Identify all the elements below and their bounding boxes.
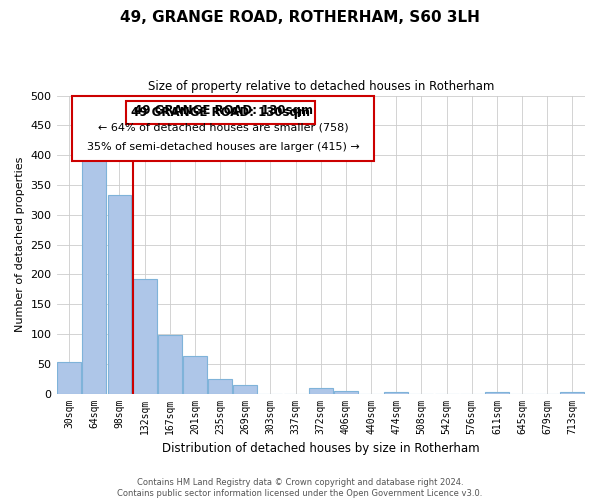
Bar: [82, 154, 106, 394]
Bar: [485, 392, 509, 394]
Bar: [183, 356, 207, 394]
Bar: [385, 392, 408, 394]
Y-axis label: Number of detached properties: Number of detached properties: [15, 157, 25, 332]
Bar: [309, 388, 333, 394]
Text: ← 64% of detached houses are smaller (758): ← 64% of detached houses are smaller (75…: [98, 122, 349, 132]
Text: 35% of semi-detached houses are larger (415) →: 35% of semi-detached houses are larger (…: [86, 142, 359, 152]
X-axis label: Distribution of detached houses by size in Rotherham: Distribution of detached houses by size …: [162, 442, 479, 455]
Bar: [208, 378, 232, 394]
Bar: [560, 392, 584, 394]
Title: Size of property relative to detached houses in Rotherham: Size of property relative to detached ho…: [148, 80, 494, 93]
Bar: [133, 278, 157, 394]
Text: 49 GRANGE ROAD: 130sqm: 49 GRANGE ROAD: 130sqm: [131, 106, 310, 119]
Bar: [57, 362, 81, 394]
Bar: [158, 334, 182, 394]
Bar: [107, 195, 131, 394]
Bar: [233, 385, 257, 394]
Bar: [334, 390, 358, 394]
Text: 49, GRANGE ROAD, ROTHERHAM, S60 3LH: 49, GRANGE ROAD, ROTHERHAM, S60 3LH: [120, 10, 480, 25]
FancyBboxPatch shape: [73, 96, 374, 161]
Text: 49 GRANGE ROAD: 130sqm: 49 GRANGE ROAD: 130sqm: [134, 104, 313, 118]
Text: Contains HM Land Registry data © Crown copyright and database right 2024.
Contai: Contains HM Land Registry data © Crown c…: [118, 478, 482, 498]
